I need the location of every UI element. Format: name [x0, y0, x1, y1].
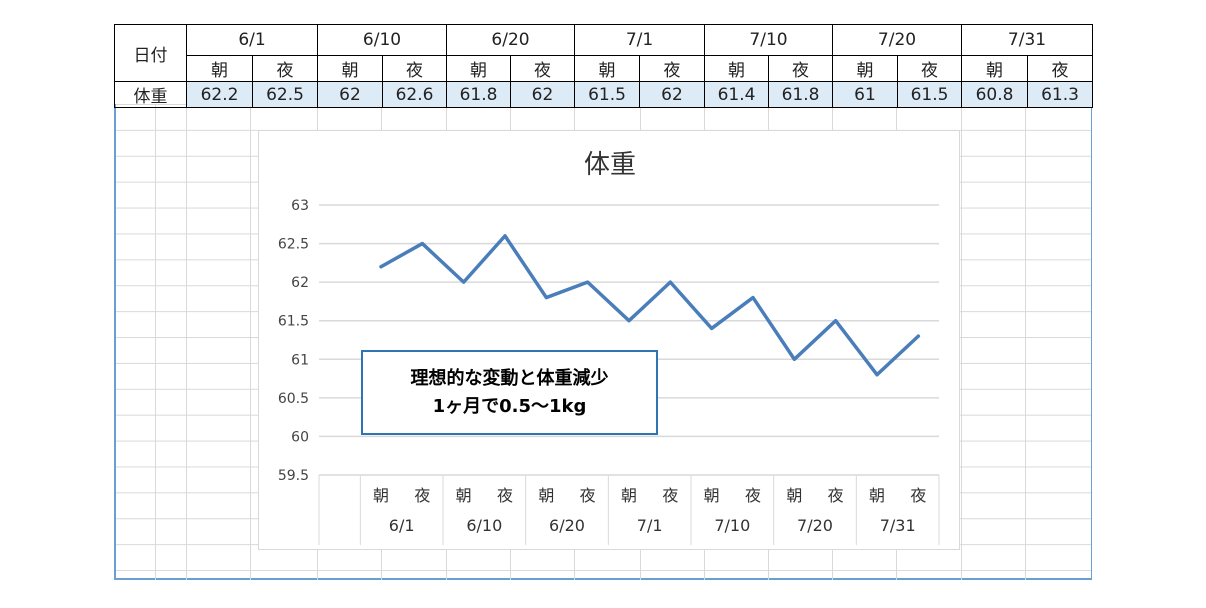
- x-group-label: 6/20: [549, 516, 585, 535]
- weight-value-cell[interactable]: 62: [317, 81, 383, 108]
- slot-cell[interactable]: 夜: [252, 55, 318, 82]
- data-point: [586, 280, 590, 284]
- weight-table: 日付 6/1 6/10 6/20 7/1 7/10 7/20 7/31 朝夜朝夜朝夜朝夜朝夜朝…: [114, 24, 1093, 108]
- data-point: [668, 280, 672, 284]
- data-point: [710, 326, 714, 330]
- y-tick-label: 59.5: [278, 468, 309, 484]
- x-tick-label: 朝: [869, 486, 885, 505]
- x-group-label: 7/31: [880, 516, 916, 535]
- weight-value-cell[interactable]: 61.8: [446, 81, 511, 108]
- y-tick-label: 62: [291, 275, 309, 291]
- annotation-box[interactable]: 理想的な変動と体重減少 1ヶ月で0.5～1kg: [361, 350, 658, 435]
- x-tick-label: 朝: [704, 486, 720, 505]
- slot-cell[interactable]: 朝: [446, 55, 511, 82]
- y-tick-label: 60: [291, 429, 309, 445]
- y-tick-label: 61: [291, 352, 309, 368]
- y-tick-label: 63: [291, 198, 309, 214]
- annotation-line-1: 理想的な変動と体重減少: [410, 367, 609, 389]
- slot-cell[interactable]: 夜: [382, 55, 447, 82]
- weight-value-cell[interactable]: 61: [832, 81, 898, 108]
- weight-value-cell[interactable]: 61.5: [897, 81, 962, 108]
- weight-value-cell[interactable]: 61.5: [574, 81, 640, 108]
- slot-cell[interactable]: 朝: [317, 55, 383, 82]
- slot-cell[interactable]: 朝: [961, 55, 1028, 82]
- column-gridline: [155, 104, 156, 580]
- column-gridline: [961, 104, 962, 580]
- x-tick-label: 朝: [373, 486, 389, 505]
- x-group-label: 6/10: [466, 516, 502, 535]
- weight-series-line: [379, 234, 921, 377]
- slot-cell[interactable]: 夜: [639, 55, 705, 82]
- slot-cell[interactable]: 夜: [897, 55, 962, 82]
- line-chart: 体重 59.5 60 60.5 61 61.5 62 62.5 63 6/1 6/10 6/20 7/1…: [278, 150, 940, 545]
- weight-value-cell[interactable]: 61.8: [768, 81, 833, 108]
- x-tick-label: 朝: [456, 486, 472, 505]
- y-tick-label: 62.5: [278, 237, 309, 253]
- annotation-line-2: 1ヶ月で0.5～1kg: [432, 395, 587, 417]
- column-gridline: [186, 104, 187, 580]
- slot-cell[interactable]: 夜: [1027, 55, 1093, 82]
- x-tick-label: 朝: [538, 486, 554, 505]
- data-point: [503, 234, 507, 238]
- x-group-label: 7/1: [637, 516, 663, 535]
- weight-value-cell[interactable]: 62.5: [252, 81, 318, 108]
- data-point: [792, 357, 796, 361]
- x-group-label: 6/1: [389, 516, 415, 535]
- weight-value-cell[interactable]: 62.2: [186, 81, 253, 108]
- date-cell[interactable]: 6/10: [317, 24, 447, 56]
- y-tick-label: 61.5: [278, 314, 309, 330]
- slot-cell[interactable]: 朝: [574, 55, 640, 82]
- slot-cell[interactable]: 朝: [704, 55, 769, 82]
- x-tick-label: 夜: [745, 486, 761, 505]
- x-tick-label: 朝: [786, 486, 802, 505]
- date-cell[interactable]: 7/31: [961, 24, 1093, 56]
- chart-title: 体重: [584, 150, 636, 180]
- weight-value-cell[interactable]: 62.6: [382, 81, 447, 108]
- date-cell[interactable]: 6/20: [446, 24, 575, 56]
- data-point: [420, 242, 424, 246]
- x-tick-label: 夜: [580, 486, 596, 505]
- column-gridline: [250, 104, 251, 580]
- data-point: [751, 296, 755, 300]
- column-gridline: [1025, 104, 1026, 580]
- date-cell[interactable]: 7/20: [832, 24, 962, 56]
- data-point: [834, 319, 838, 323]
- x-tick-label: 夜: [828, 486, 844, 505]
- x-group-label: 7/20: [797, 516, 833, 535]
- data-point: [544, 296, 548, 300]
- weight-value-cell[interactable]: 60.8: [961, 81, 1028, 108]
- x-tick-label: 夜: [662, 486, 678, 505]
- chart[interactable]: 体重 59.5 60 60.5 61 61.5 62 62.5 63 6/1 6/10 6/20 7/1…: [258, 130, 960, 550]
- weight-value-cell[interactable]: 61.4: [704, 81, 769, 108]
- data-point: [916, 334, 920, 338]
- x-tick-label: 朝: [621, 486, 637, 505]
- slot-cell[interactable]: 朝: [832, 55, 898, 82]
- data-point: [875, 373, 879, 377]
- slot-cell[interactable]: 朝: [186, 55, 253, 82]
- weight-value-cell[interactable]: 61.3: [1027, 81, 1093, 108]
- date-header[interactable]: 日付: [114, 24, 187, 82]
- x-tick-label: 夜: [910, 486, 926, 505]
- x-tick-label: 夜: [497, 486, 513, 505]
- data-point: [627, 319, 631, 323]
- date-cell[interactable]: 7/1: [574, 24, 705, 56]
- x-group-label: 7/10: [714, 516, 750, 535]
- y-tick-label: 60.5: [278, 391, 309, 407]
- weight-header[interactable]: 体重: [114, 81, 187, 108]
- date-cell[interactable]: 6/1: [186, 24, 318, 56]
- slot-cell[interactable]: 夜: [768, 55, 833, 82]
- slot-cell[interactable]: 夜: [510, 55, 575, 82]
- data-point: [379, 265, 383, 269]
- weight-value-cell[interactable]: 62: [510, 81, 575, 108]
- weight-value-cell[interactable]: 62: [639, 81, 705, 108]
- data-point: [462, 280, 466, 284]
- x-tick-label: 夜: [414, 486, 430, 505]
- date-cell[interactable]: 7/10: [704, 24, 833, 56]
